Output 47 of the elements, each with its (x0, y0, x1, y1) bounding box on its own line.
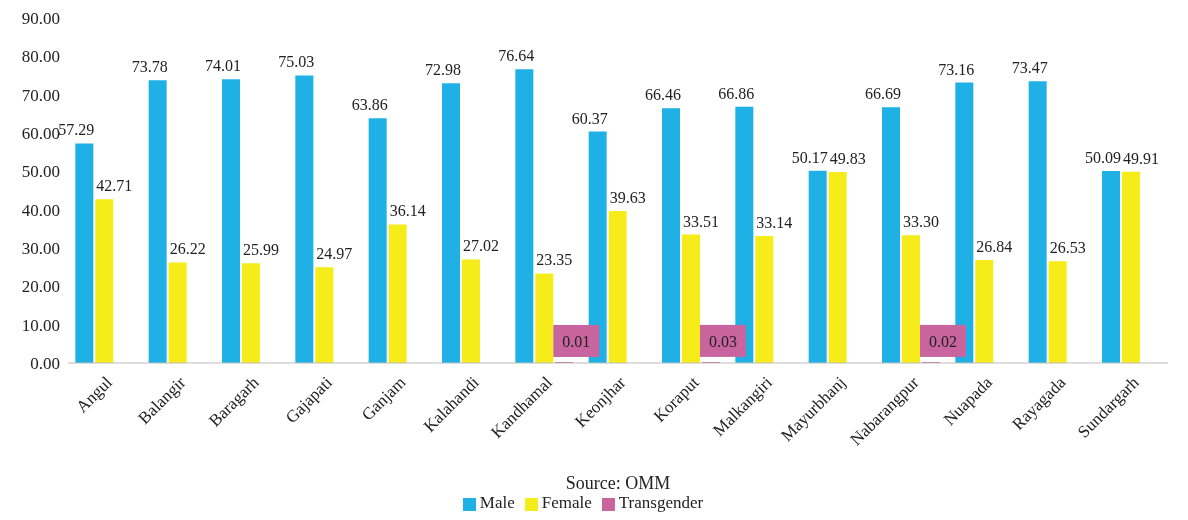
data-label: 24.97 (316, 245, 353, 263)
data-label: 0.01 (562, 332, 591, 350)
y-tick-label: 80.00 (21, 47, 60, 67)
data-label: 33.30 (903, 213, 939, 231)
data-label: 76.64 (498, 47, 535, 65)
y-tick-label: 50.00 (21, 162, 60, 182)
data-label: 27.02 (463, 237, 499, 255)
data-label: 74.01 (205, 57, 241, 75)
data-label: 57.29 (58, 121, 95, 139)
data-label: 26.84 (976, 238, 1013, 256)
data-label: 33.51 (683, 212, 719, 230)
data-label: 0.02 (929, 332, 957, 350)
data-label: 49.83 (829, 149, 866, 167)
data-label: 33.14 (756, 213, 793, 231)
y-tick-label: 90.00 (21, 9, 60, 29)
legend-label: Female (541, 493, 592, 512)
y-tick-label: 60.00 (21, 124, 60, 144)
legend-label: Male (479, 493, 515, 512)
y-tick-label: 30.00 (21, 239, 60, 259)
data-label: 60.37 (571, 109, 608, 127)
y-tick-label: 0.00 (30, 354, 60, 374)
source-note: Source: OMM (565, 473, 671, 493)
data-label: 73.78 (131, 58, 168, 76)
data-label: 63.86 (351, 96, 388, 114)
data-label: 73.16 (938, 60, 975, 78)
y-tick-label: 40.00 (21, 200, 60, 220)
data-label: 25.99 (243, 241, 279, 259)
y-tick-label: 70.00 (21, 85, 60, 105)
data-label: 75.03 (278, 53, 315, 71)
data-label: 42.71 (96, 177, 133, 195)
data-label: 72.98 (425, 61, 461, 79)
data-label: 73.47 (1011, 59, 1048, 77)
data-label: 50.09 (1085, 148, 1121, 166)
data-label: 66.86 (718, 84, 755, 102)
data-label: 66.69 (865, 85, 901, 103)
data-label: 39.63 (609, 189, 646, 207)
data-label: 66.46 (645, 86, 681, 104)
data-label: 50.17 (791, 148, 828, 166)
data-label: 26.22 (169, 240, 206, 258)
data-label: 23.35 (536, 251, 573, 269)
data-label: 36.14 (389, 202, 426, 220)
data-label: 49.91 (1123, 149, 1159, 167)
data-label: 0.03 (709, 332, 737, 350)
y-tick-label: 20.00 (21, 277, 60, 297)
y-tick-label: 10.00 (21, 315, 60, 335)
legend-label: Transgender (618, 493, 704, 512)
data-label: 26.53 (1049, 239, 1086, 257)
